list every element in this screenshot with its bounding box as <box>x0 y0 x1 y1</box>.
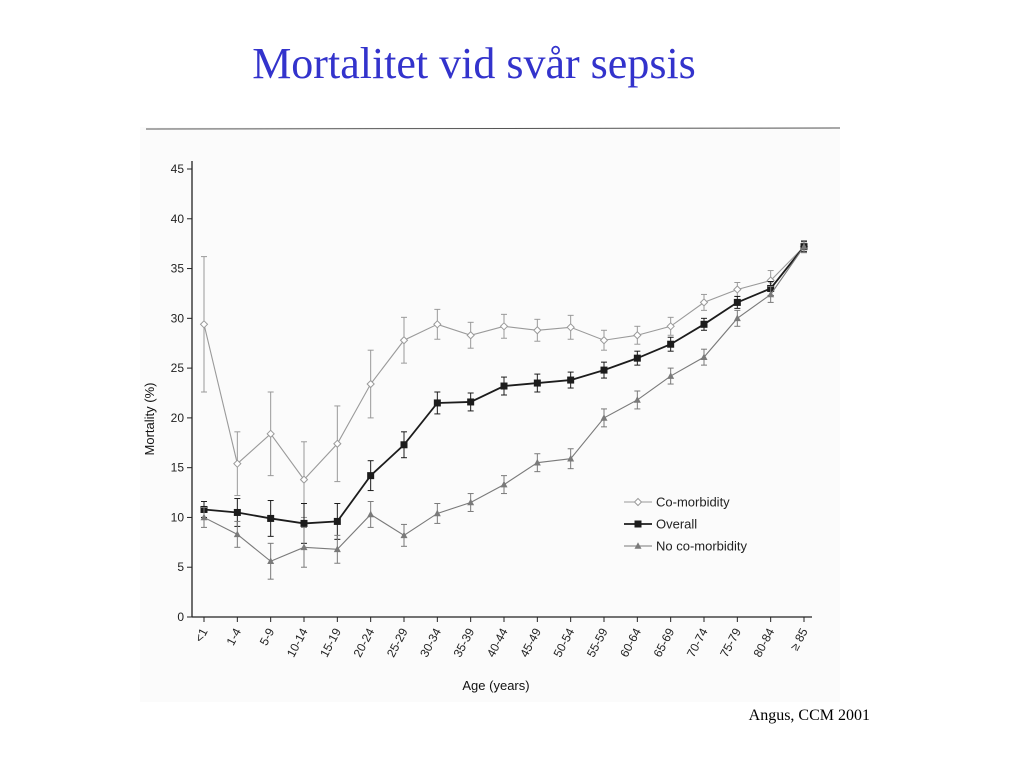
y-tick-label: 40 <box>171 212 185 226</box>
legend-entry-co-morbidity: Co-morbidity <box>624 495 730 510</box>
y-tick-label: 35 <box>171 262 185 276</box>
data-point-no-co-morbidity <box>300 543 308 551</box>
y-tick-label: 15 <box>171 461 185 475</box>
data-point-no-co-morbidity <box>200 513 208 521</box>
data-point-co-morbidity <box>533 326 542 335</box>
legend-marker-no-co-morbidity <box>634 542 642 549</box>
chart-axes <box>191 161 812 618</box>
y-tick-label: 10 <box>171 510 185 524</box>
data-point-overall <box>533 379 541 387</box>
data-point-overall <box>467 398 475 406</box>
data-point-co-morbidity <box>466 331 475 340</box>
data-point-overall <box>433 399 441 407</box>
chart-series <box>199 240 809 580</box>
data-point-no-co-morbidity <box>567 454 575 462</box>
data-point-co-morbidity <box>633 331 642 340</box>
data-point-no-co-morbidity <box>333 545 341 553</box>
legend-marker-co-morbidity <box>633 497 643 507</box>
legend-entry-no-co-morbidity: No co-morbidity <box>624 539 748 554</box>
x-axis-title: Age (years) <box>462 678 529 693</box>
chart-legend: Co-morbidity Overall No co-morbidity <box>624 495 748 554</box>
data-point-no-co-morbidity <box>533 458 541 466</box>
legend-label: Co-morbidity <box>656 495 730 510</box>
data-point-no-co-morbidity <box>633 396 641 403</box>
y-tick-label: 30 <box>171 311 185 325</box>
y-tick-label: 20 <box>171 411 185 425</box>
legend-entry-overall: Overall <box>624 517 697 532</box>
data-point-no-co-morbidity <box>700 353 708 360</box>
data-point-overall <box>567 376 575 384</box>
data-point-no-co-morbidity <box>233 530 241 538</box>
data-point-no-co-morbidity <box>800 242 808 250</box>
data-point-co-morbidity <box>699 298 709 307</box>
data-point-co-morbidity <box>266 429 275 439</box>
data-point-overall <box>233 508 241 516</box>
data-point-overall <box>700 320 708 328</box>
data-point-overall <box>367 472 375 480</box>
y-tick-label: 0 <box>177 610 184 624</box>
y-axis-title: Mortality (%) <box>142 383 157 456</box>
data-point-co-morbidity <box>366 379 375 389</box>
y-tick-label: 5 <box>177 560 184 574</box>
legend-marker-overall <box>634 520 642 528</box>
data-point-no-co-morbidity <box>433 509 441 517</box>
chart-figure: 0 5 10 15 20 25 30 35 40 45 <1 1-4 5-9 10-14 15-19 20-2… <box>140 127 840 702</box>
data-point-no-co-morbidity <box>500 480 508 488</box>
data-point-overall <box>667 340 675 348</box>
data-point-co-morbidity <box>599 336 609 345</box>
data-point-no-co-morbidity <box>367 510 375 518</box>
data-point-overall <box>333 517 341 525</box>
data-point-overall <box>500 382 508 390</box>
data-point-no-co-morbidity <box>733 314 741 322</box>
data-point-no-co-morbidity <box>400 531 408 539</box>
legend-label: No co-morbidity <box>656 539 748 554</box>
legend-label: Overall <box>656 517 697 532</box>
series-no-co-morbidity <box>200 240 808 580</box>
data-point-no-co-morbidity <box>767 290 775 298</box>
citation: Angus, CCM 2001 <box>748 707 870 724</box>
x-tick-label: <1 <box>192 626 211 645</box>
data-point-co-morbidity <box>566 323 575 332</box>
data-point-co-morbidity <box>499 322 509 331</box>
data-point-overall <box>633 354 641 362</box>
data-point-co-morbidity <box>233 459 242 468</box>
y-tick-label: 25 <box>171 361 185 375</box>
data-point-overall <box>600 366 608 374</box>
data-point-co-morbidity <box>199 320 209 329</box>
data-point-no-co-morbidity <box>667 372 675 379</box>
data-point-co-morbidity <box>399 336 409 345</box>
data-point-co-morbidity <box>299 475 309 484</box>
data-point-co-morbidity <box>333 439 342 448</box>
data-point-no-co-morbidity <box>467 498 475 506</box>
data-point-overall <box>267 514 275 522</box>
data-point-overall <box>733 298 741 306</box>
data-point-overall <box>400 441 408 449</box>
data-point-overall <box>300 519 308 527</box>
scan-edge-line <box>145 127 840 130</box>
data-point-co-morbidity <box>733 285 742 294</box>
chart-background <box>140 127 840 702</box>
data-point-co-morbidity <box>666 322 675 331</box>
data-point-co-morbidity <box>433 320 442 329</box>
data-point-no-co-morbidity <box>267 557 275 565</box>
slide-title: Mortalitet vid svår sepsis <box>252 39 696 88</box>
y-tick-label: 45 <box>171 162 185 176</box>
data-point-no-co-morbidity <box>600 414 608 421</box>
